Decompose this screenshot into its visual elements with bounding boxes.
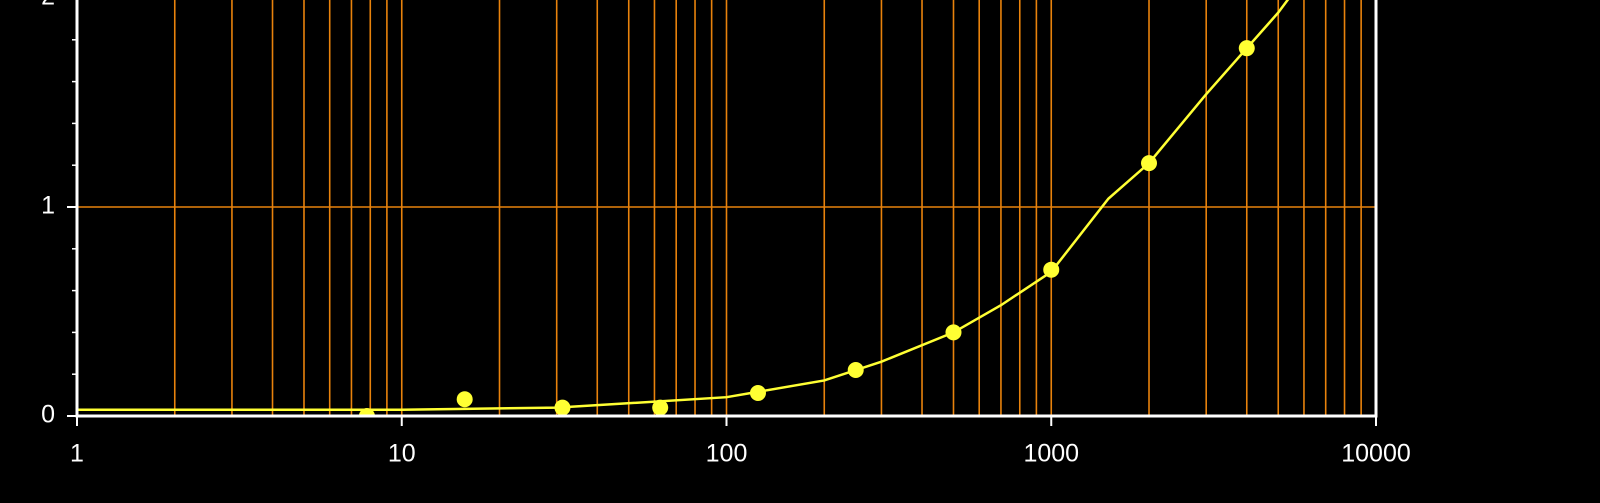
x-tick-label: 100: [706, 440, 748, 468]
y-tick-label: 0: [41, 401, 55, 429]
data-point: [652, 399, 669, 416]
grid: [76, 0, 1377, 417]
y-tick-label: 1: [41, 192, 55, 220]
x-tick-label: 10: [388, 440, 416, 468]
x-tick-label: 1000: [1023, 440, 1079, 468]
x-tick-label: 10000: [1341, 440, 1411, 468]
x-tick-label: 1: [70, 440, 84, 468]
plot-frame: [75, 0, 1378, 418]
axes: 110100100010000012: [41, 0, 1411, 468]
y-tick-label: 2: [41, 0, 55, 11]
data-point: [456, 391, 473, 408]
fit-line: [77, 0, 1290, 411]
plot-area: [77, 0, 1290, 416]
